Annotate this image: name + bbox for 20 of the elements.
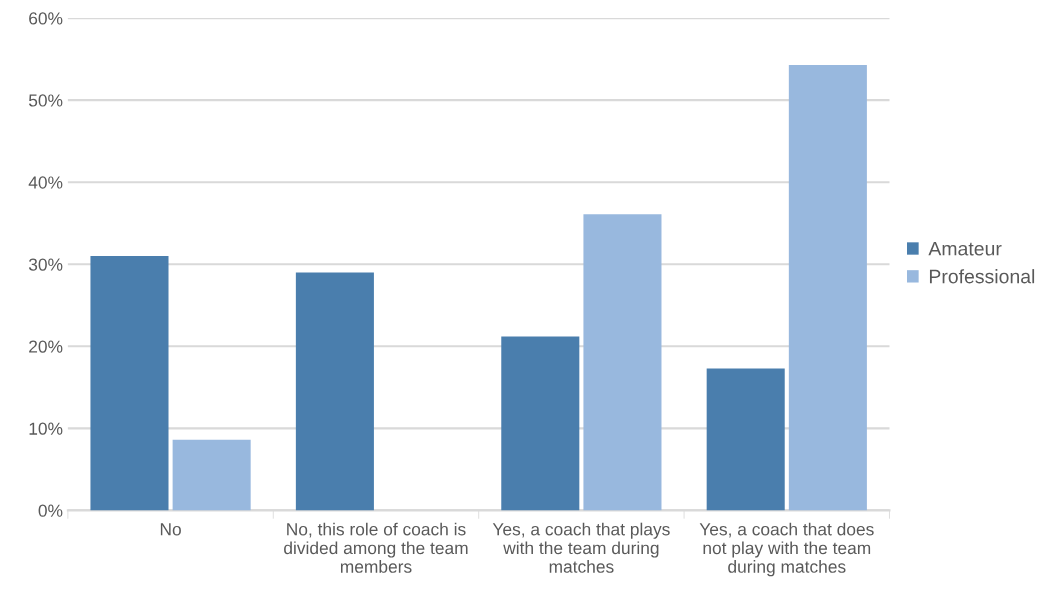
bar — [295, 272, 374, 511]
y-tick-label: 30% — [28, 258, 63, 271]
x-tick-label: No — [160, 523, 181, 536]
y-tick-label: 60% — [29, 12, 63, 25]
y-tick-label: 20% — [29, 340, 63, 353]
x-tick-label: No, this role of coach is divided among the team members — [284, 522, 468, 573]
legend-label: Amateur — [928, 241, 1002, 256]
bar — [788, 64, 867, 511]
bar — [172, 439, 251, 511]
bar — [90, 256, 169, 511]
y-tick-label: 0% — [38, 504, 63, 517]
bar — [706, 368, 785, 511]
bar — [501, 336, 580, 511]
x-tick-label: Yes, a coach that plays with the team during matches — [492, 522, 670, 573]
y-tick-label: 50% — [28, 94, 63, 107]
y-tick-label: 40% — [28, 176, 63, 189]
bar — [583, 214, 662, 511]
y-tick-label: 10% — [29, 422, 63, 435]
legend-label: Professional — [929, 269, 1035, 284]
x-tick-label: Yes, a coach that does not play with the team during matches — [699, 522, 874, 577]
